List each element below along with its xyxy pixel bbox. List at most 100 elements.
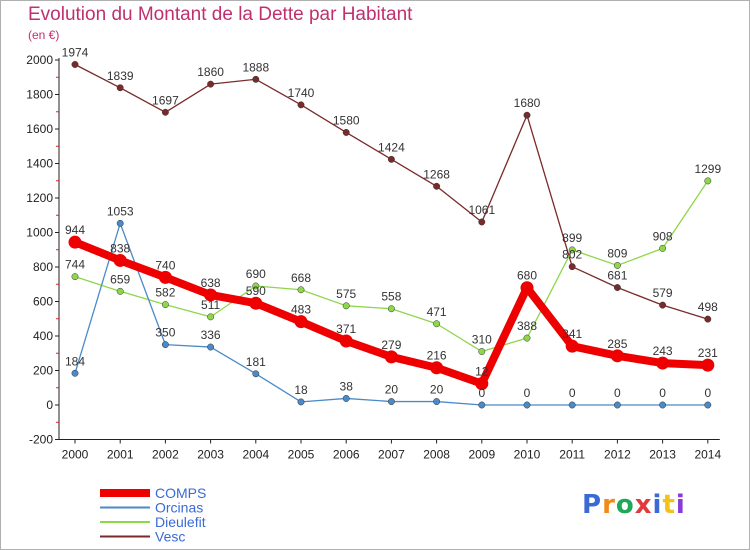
data-label-orcinas: 0 [614, 386, 621, 400]
data-label-vesc: 1839 [107, 69, 134, 83]
chart-title: Evolution du Montant de la Dette par Hab… [28, 4, 413, 25]
x-tick-label: 2001 [107, 448, 134, 462]
data-label-orcinas: 184 [65, 354, 85, 368]
data-label-dieulefit: 659 [110, 272, 130, 286]
data-point-orcinas [659, 401, 667, 409]
x-tick-label: 2004 [242, 448, 269, 462]
data-point-comps [339, 334, 353, 348]
data-label-orcinas: 0 [478, 386, 485, 400]
data-label-dieulefit: 388 [517, 319, 537, 333]
x-tick-label: 2009 [468, 448, 495, 462]
data-label-comps: 590 [246, 284, 266, 298]
data-point-orcinas [116, 219, 124, 227]
data-label-vesc: 498 [698, 300, 718, 314]
data-point-comps [475, 377, 489, 391]
data-label-vesc: 1697 [152, 93, 179, 107]
data-label-orcinas: 181 [246, 355, 266, 369]
data-point-dieulefit [704, 177, 712, 185]
data-point-comps [294, 315, 308, 329]
x-tick-label: 2005 [288, 448, 315, 462]
data-point-comps [204, 288, 218, 302]
data-point-vesc [613, 284, 621, 291]
data-label-vesc: 1680 [514, 96, 541, 110]
data-point-orcinas [568, 401, 576, 409]
data-point-dieulefit [116, 287, 124, 295]
proxiti-logo: Proxiti [582, 490, 686, 520]
data-label-orcinas: 1053 [107, 204, 134, 218]
data-label-comps: 638 [201, 276, 221, 290]
data-label-dieulefit: 690 [246, 267, 266, 281]
data-point-vesc [478, 218, 486, 226]
data-point-vesc [568, 263, 576, 271]
data-label-comps: 371 [336, 322, 356, 336]
data-point-comps [158, 270, 172, 284]
data-label-orcinas: 38 [340, 379, 354, 393]
x-tick-label: 2012 [604, 448, 631, 462]
data-label-comps: 483 [291, 303, 311, 317]
logo-letter: P [582, 490, 603, 520]
data-label-dieulefit: 511 [201, 298, 220, 312]
data-label-comps: 12 [475, 365, 489, 379]
data-label-comps: 944 [65, 223, 85, 237]
logo-letter: r [602, 490, 616, 520]
x-tick-label: 2002 [152, 448, 179, 462]
data-label-comps: 740 [155, 258, 175, 272]
data-point-vesc [523, 111, 531, 119]
data-point-dieulefit [387, 305, 395, 313]
y-tick-label: -200 [29, 433, 53, 447]
data-label-dieulefit: 471 [427, 305, 447, 319]
data-label-dieulefit: 582 [155, 286, 175, 300]
data-label-vesc: 802 [562, 248, 582, 262]
data-point-dieulefit [478, 348, 486, 355]
chart-subtitle: (en €) [28, 28, 60, 42]
data-point-comps [656, 356, 670, 370]
data-label-orcinas: 18 [294, 383, 308, 397]
data-label-comps: 243 [653, 344, 673, 358]
legend-label-orcinas: Orcinas [155, 500, 203, 516]
data-point-vesc [161, 108, 169, 116]
data-point-vesc [71, 61, 79, 68]
y-tick-label: 600 [33, 295, 53, 309]
data-point-vesc [342, 129, 350, 136]
data-point-orcinas [342, 394, 350, 402]
data-label-vesc: 1860 [197, 65, 224, 79]
data-label-dieulefit: 908 [653, 229, 673, 243]
legend-label-dieulefit: Dieulefit [155, 514, 206, 530]
data-label-dieulefit: 899 [562, 231, 582, 245]
x-tick-label: 2014 [694, 448, 721, 462]
logo-letter: x [634, 490, 653, 520]
y-tick-label: 800 [33, 260, 53, 274]
data-point-dieulefit [659, 244, 667, 252]
data-point-dieulefit [297, 286, 305, 294]
data-point-vesc [207, 80, 215, 88]
data-point-dieulefit [523, 334, 531, 342]
data-label-orcinas: 0 [524, 386, 531, 400]
data-point-dieulefit [613, 261, 621, 269]
y-tick-label: 1400 [26, 157, 53, 171]
data-point-dieulefit [433, 320, 441, 328]
data-label-orcinas: 0 [704, 386, 711, 400]
data-label-vesc: 1888 [242, 60, 269, 74]
x-tick-label: 2010 [514, 448, 541, 462]
data-point-comps [610, 349, 624, 363]
data-label-comps: 838 [110, 241, 130, 255]
x-tick-label: 2008 [423, 448, 450, 462]
data-point-dieulefit [568, 246, 576, 254]
data-label-comps: 285 [607, 337, 627, 351]
data-label-dieulefit: 558 [381, 290, 401, 304]
data-label-vesc: 1580 [333, 113, 360, 127]
data-point-dieulefit [252, 282, 260, 290]
data-point-comps [565, 339, 579, 353]
data-point-comps [249, 296, 263, 310]
data-label-vesc: 1974 [62, 45, 89, 59]
data-point-orcinas [433, 398, 441, 405]
data-label-comps: 341 [562, 327, 582, 341]
data-point-dieulefit [71, 273, 79, 281]
x-tick-label: 2006 [333, 448, 360, 462]
data-label-orcinas: 336 [201, 328, 221, 342]
data-label-orcinas: 20 [385, 383, 399, 397]
y-tick-label: 1800 [26, 88, 53, 102]
data-point-vesc [387, 155, 395, 163]
logo-letter: t [662, 490, 676, 520]
